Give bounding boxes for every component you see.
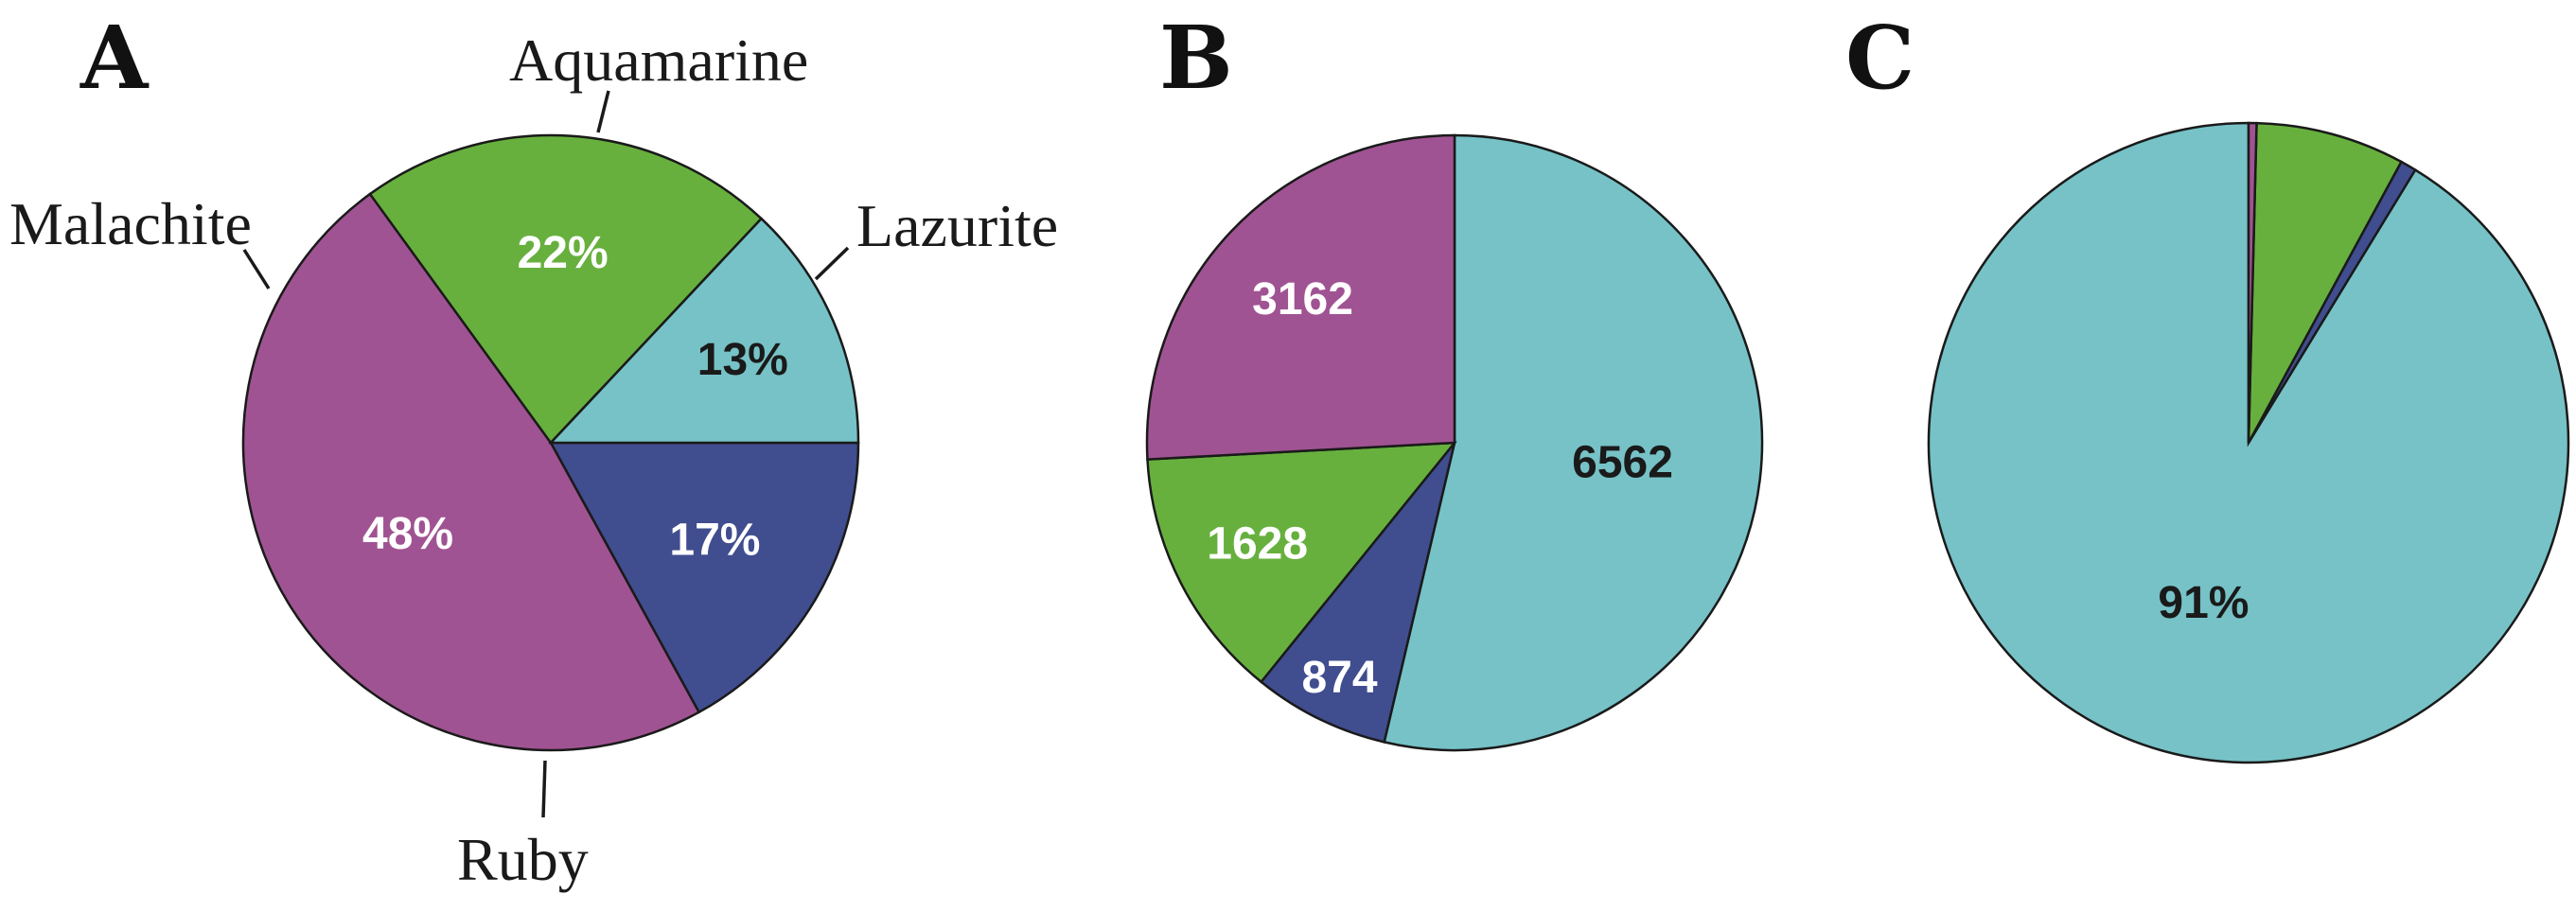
slice-label-ruby-a: 48% — [362, 509, 453, 559]
slice-label-aquamarine-b: 6562 — [1572, 438, 1673, 488]
leader-line-aquamarine — [596, 90, 610, 133]
pie-slice-lazurite-a — [548, 441, 860, 714]
pie-slice-ruby-b — [1145, 133, 1456, 461]
category-label-ruby: Ruby — [457, 826, 589, 893]
pie-chart-c: 91% — [1927, 121, 2570, 764]
slice-label-malachite-a: 22% — [518, 228, 609, 278]
pie-slice-lazurite-b — [1259, 442, 1456, 744]
pie-slice-malachite-b — [1146, 441, 1457, 684]
leader-line-malachite — [242, 249, 271, 289]
leader-lines-a — [242, 90, 850, 818]
leader-line-ruby — [541, 760, 547, 818]
pie-slice-ruby-a — [241, 192, 701, 752]
pie-chart-a: 17% 48% 22% 13% — [241, 133, 860, 752]
slice-label-lazurite-b: 874 — [1301, 653, 1377, 703]
pie-slice-ruby-c — [2247, 121, 2258, 444]
slice-label-lazurite-a: 17% — [669, 516, 760, 566]
category-label-lazurite: Lazurite — [856, 192, 1058, 259]
pie-chart-b: 6562 874 1628 3162 — [1145, 133, 1764, 752]
panel-letter-b: B — [1159, 7, 1233, 109]
slice-label-aquamarine-c: 91% — [2158, 578, 2249, 628]
category-label-malachite: Malachite — [9, 190, 252, 257]
pie-slice-aquamarine-b — [1383, 133, 1764, 752]
slice-label-malachite-b: 1628 — [1207, 519, 1308, 570]
panel-letter-a: A — [79, 7, 150, 109]
category-label-aquamarine: Aquamarine — [509, 26, 808, 94]
panel-letter-c: C — [1845, 7, 1914, 109]
pie-slice-aquamarine-a — [548, 217, 860, 445]
slice-label-ruby-b: 3162 — [1252, 274, 1353, 324]
leader-line-lazurite — [814, 246, 850, 281]
slice-label-aquamarine-a: 13% — [697, 335, 788, 385]
pie-slice-malachite-a — [368, 133, 764, 445]
pie-slice-malachite-c — [2247, 121, 2404, 444]
